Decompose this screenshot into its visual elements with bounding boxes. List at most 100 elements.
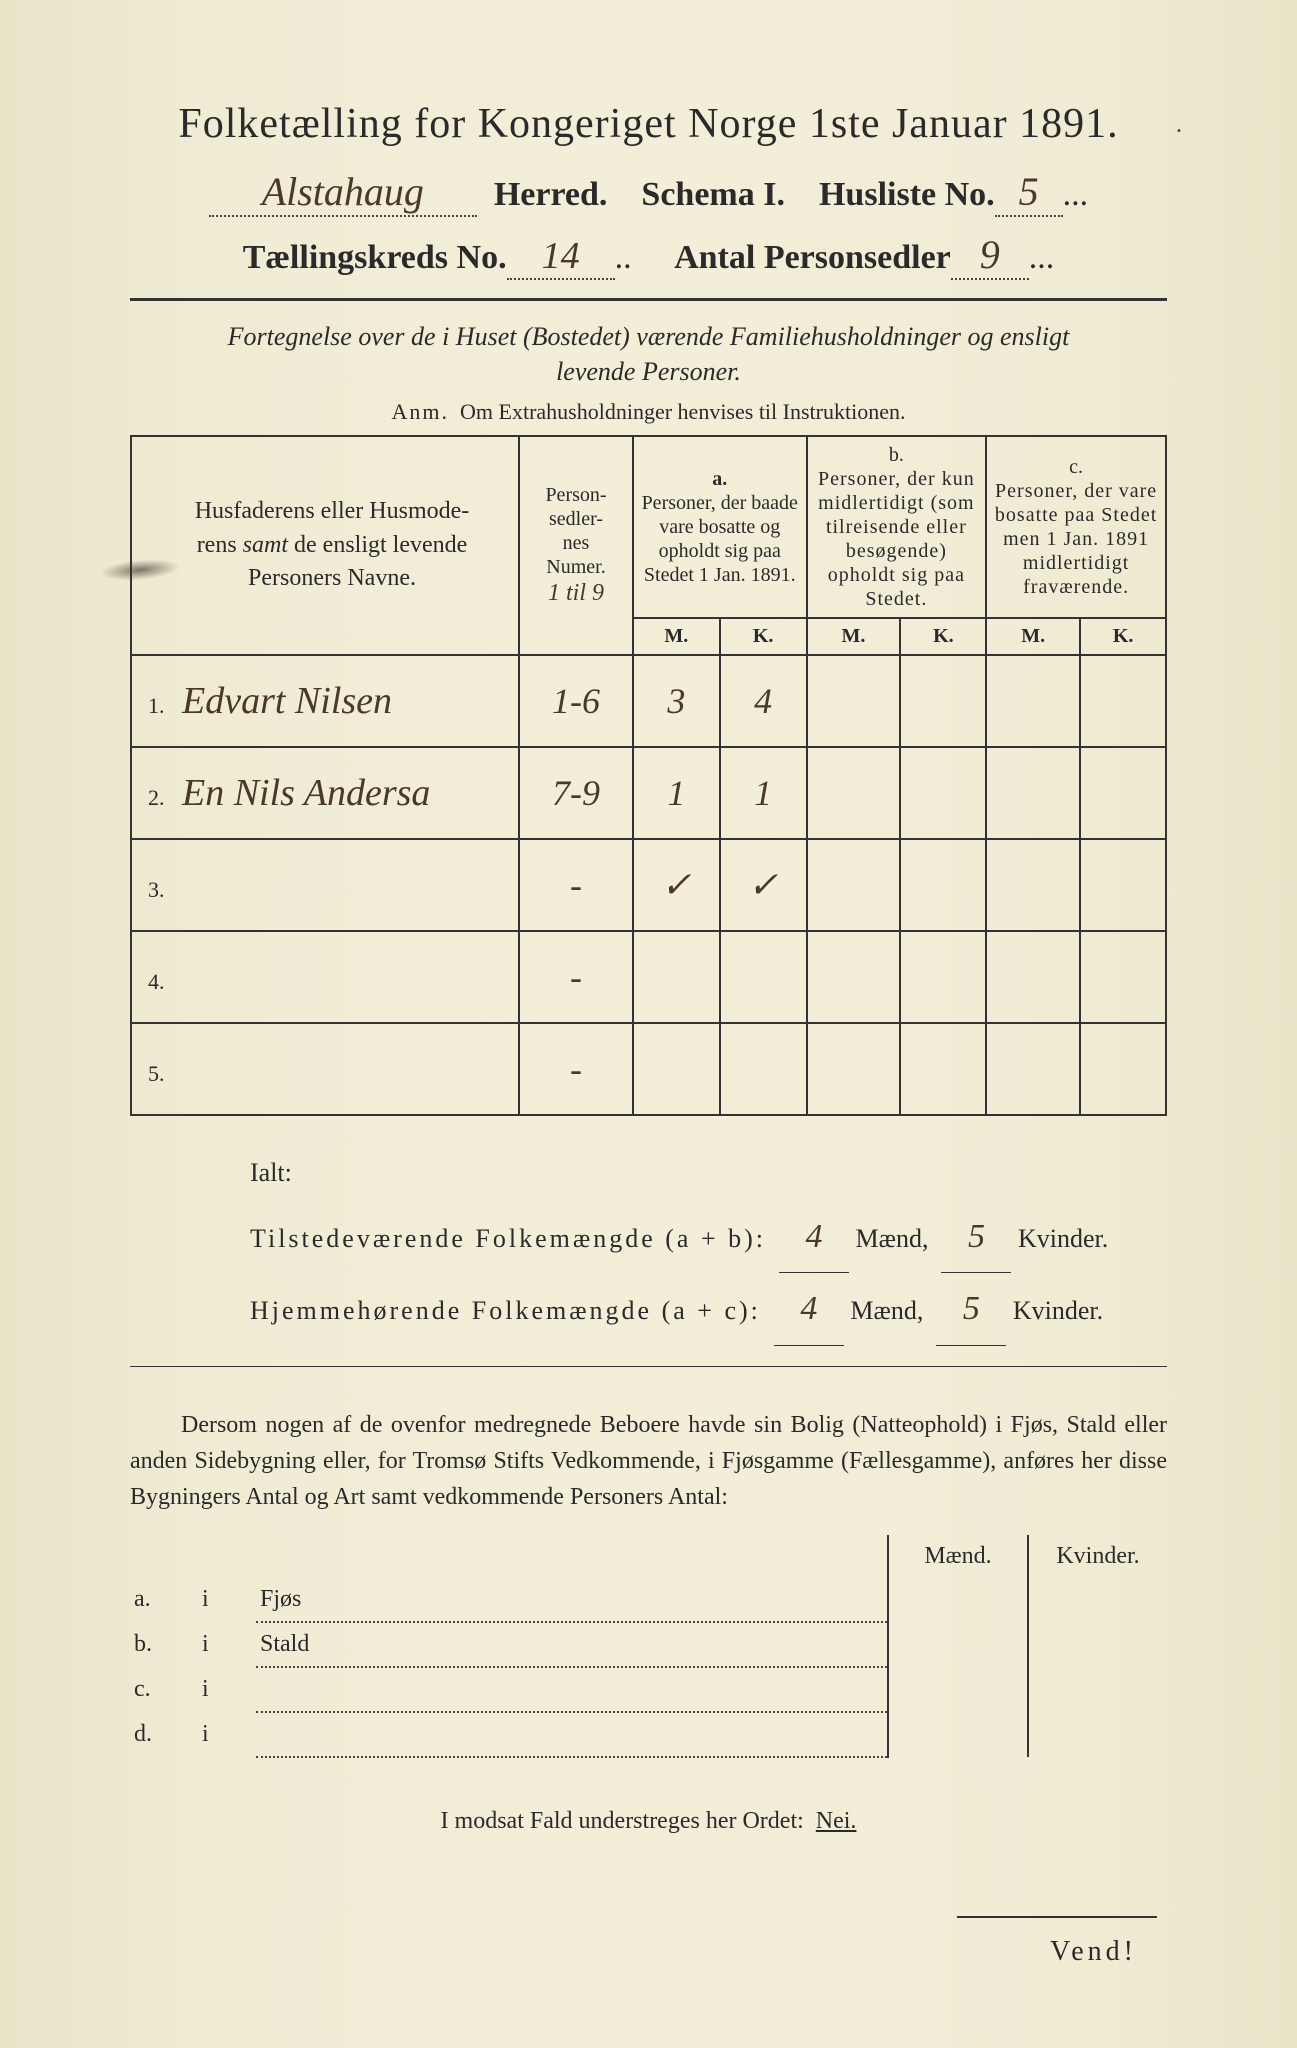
- table-row: 5. -: [131, 1023, 1166, 1115]
- b-m: M.: [807, 618, 901, 655]
- ialt-label: Ialt:: [250, 1146, 1167, 1201]
- census-table: Husfaderens eller Husmode- rens samt de …: [130, 435, 1167, 1116]
- ak-cell: ✓: [720, 839, 807, 931]
- ak-cell: 4: [720, 655, 807, 747]
- ialt-line-1: Tilstedeværende Folkemængde (a + b): 4 M…: [250, 1201, 1167, 1273]
- building-header: Mænd. Kvinder.: [130, 1535, 1167, 1578]
- ialt-line-2: Hjemmehørende Folkemængde (a + c): 4 Mæn…: [250, 1273, 1167, 1345]
- building-row: a.iFjøs: [130, 1578, 1167, 1622]
- header-line-kreds: Tællingskreds No.14.. Antal Personsedler…: [130, 231, 1167, 280]
- mid-rule: [130, 1366, 1167, 1367]
- ck-cell: [1080, 1023, 1166, 1115]
- row-letter: d.: [130, 1712, 198, 1757]
- cm-cell: [986, 931, 1080, 1023]
- name-cell: 3.: [131, 839, 519, 931]
- cm-cell: [986, 839, 1080, 931]
- table-row: 1. Edvart Nilsen1-634: [131, 655, 1166, 747]
- divider-rule: [130, 298, 1167, 301]
- bm-cell: [807, 1023, 901, 1115]
- building-row: d.i: [130, 1712, 1167, 1757]
- name-cell: 5.: [131, 1023, 519, 1115]
- antal-value: 9: [951, 231, 1029, 280]
- anm-label: Anm.: [392, 399, 450, 424]
- pn-cell: -: [519, 1023, 633, 1115]
- herred-value: Alstahaug: [209, 168, 477, 217]
- row-name: Stald: [256, 1622, 888, 1667]
- ialt-block: Ialt: Tilstedeværende Folkemængde (a + b…: [250, 1146, 1167, 1345]
- ck-cell: [1080, 931, 1166, 1023]
- row-maend: [888, 1667, 1028, 1712]
- husliste-label: Husliste No.: [819, 176, 995, 213]
- c-m: M.: [986, 618, 1080, 655]
- bm-cell: [807, 839, 901, 931]
- ak-cell: [720, 931, 807, 1023]
- subtitle-line2: levende Personer.: [556, 357, 741, 386]
- anm-line: Anm. Om Extrahusholdninger henvises til …: [130, 399, 1167, 425]
- antal-label: Antal Personsedler: [674, 239, 951, 276]
- b-k: K.: [900, 618, 986, 655]
- vend-rule: [957, 1916, 1157, 1918]
- c-k: K.: [1080, 618, 1166, 655]
- ak-cell: [720, 1023, 807, 1115]
- name-cell: 2. En Nils Andersa: [131, 747, 519, 839]
- bottom-nei-line: I modsat Fald understreges her Ordet: Ne…: [130, 1808, 1167, 1835]
- pn-cell: 1-6: [519, 655, 633, 747]
- schema-label: Schema I.: [641, 176, 785, 213]
- col-head-a: a. Personer, der baade vare bosatte og o…: [633, 436, 807, 618]
- subtitle-line1: Fortegnelse over de i Huset (Bostedet) v…: [228, 322, 1070, 351]
- bm-cell: [807, 655, 901, 747]
- row-letter: a.: [130, 1578, 198, 1622]
- cm-cell: [986, 1023, 1080, 1115]
- table-header-row-1: Husfaderens eller Husmode- rens samt de …: [131, 436, 1166, 618]
- am-cell: 3: [633, 655, 720, 747]
- corner-tick-mark: .: [1176, 112, 1182, 139]
- am-cell: [633, 1023, 720, 1115]
- ck-cell: [1080, 655, 1166, 747]
- pn-cell: -: [519, 931, 633, 1023]
- header-line-herred: Alstahaug Herred. Schema I. Husliste No.…: [130, 168, 1167, 217]
- row-kvinder: [1028, 1578, 1167, 1622]
- bm-cell: [807, 931, 901, 1023]
- bk-cell: [900, 839, 986, 931]
- col-head-b: b. Personer, der kun midlertidigt (som t…: [807, 436, 987, 618]
- nei-word: Nei.: [816, 1808, 857, 1834]
- ak-cell: 1: [720, 747, 807, 839]
- a-m: M.: [633, 618, 720, 655]
- building-table: Mænd. Kvinder. a.iFjøs b.iStald c.i d.i: [130, 1535, 1167, 1758]
- row-letter: b.: [130, 1622, 198, 1667]
- row-i: i: [198, 1667, 256, 1712]
- row-maend: [888, 1578, 1028, 1622]
- kreds-value: 14: [507, 234, 615, 280]
- cm-cell: [986, 655, 1080, 747]
- row-kvinder: [1028, 1622, 1167, 1667]
- row-maend: [888, 1622, 1028, 1667]
- row-i: i: [198, 1578, 256, 1622]
- row-name: [256, 1667, 888, 1712]
- bk-cell: [900, 1023, 986, 1115]
- a-k: K.: [720, 618, 807, 655]
- row-letter: c.: [130, 1667, 198, 1712]
- row-i: i: [198, 1622, 256, 1667]
- am-cell: 1: [633, 747, 720, 839]
- husliste-value: 5: [995, 168, 1063, 217]
- table-row: 2. En Nils Andersa7-911: [131, 747, 1166, 839]
- table-row: 3. -✓✓: [131, 839, 1166, 931]
- building-row: b.iStald: [130, 1622, 1167, 1667]
- row-name: Fjøs: [256, 1578, 888, 1622]
- am-cell: ✓: [633, 839, 720, 931]
- vend-label: Vend!: [1050, 1936, 1137, 1968]
- row-name: [256, 1712, 888, 1757]
- col-head-c: c. Personer, der vare bosatte paa Stedet…: [986, 436, 1166, 618]
- row-kvinder: [1028, 1712, 1167, 1757]
- row-i: i: [198, 1712, 256, 1757]
- bk-cell: [900, 747, 986, 839]
- name-cell: 4.: [131, 931, 519, 1023]
- row-maend: [888, 1712, 1028, 1757]
- bk-cell: [900, 931, 986, 1023]
- col-head-name: Husfaderens eller Husmode- rens samt de …: [131, 436, 519, 655]
- census-form-page: . Folketælling for Kongeriget Norge 1ste…: [0, 0, 1297, 2048]
- am-cell: [633, 931, 720, 1023]
- name-cell: 1. Edvart Nilsen: [131, 655, 519, 747]
- page-title: Folketælling for Kongeriget Norge 1ste J…: [130, 100, 1167, 148]
- dersom-paragraph: Dersom nogen af de ovenfor medregnede Be…: [130, 1407, 1167, 1515]
